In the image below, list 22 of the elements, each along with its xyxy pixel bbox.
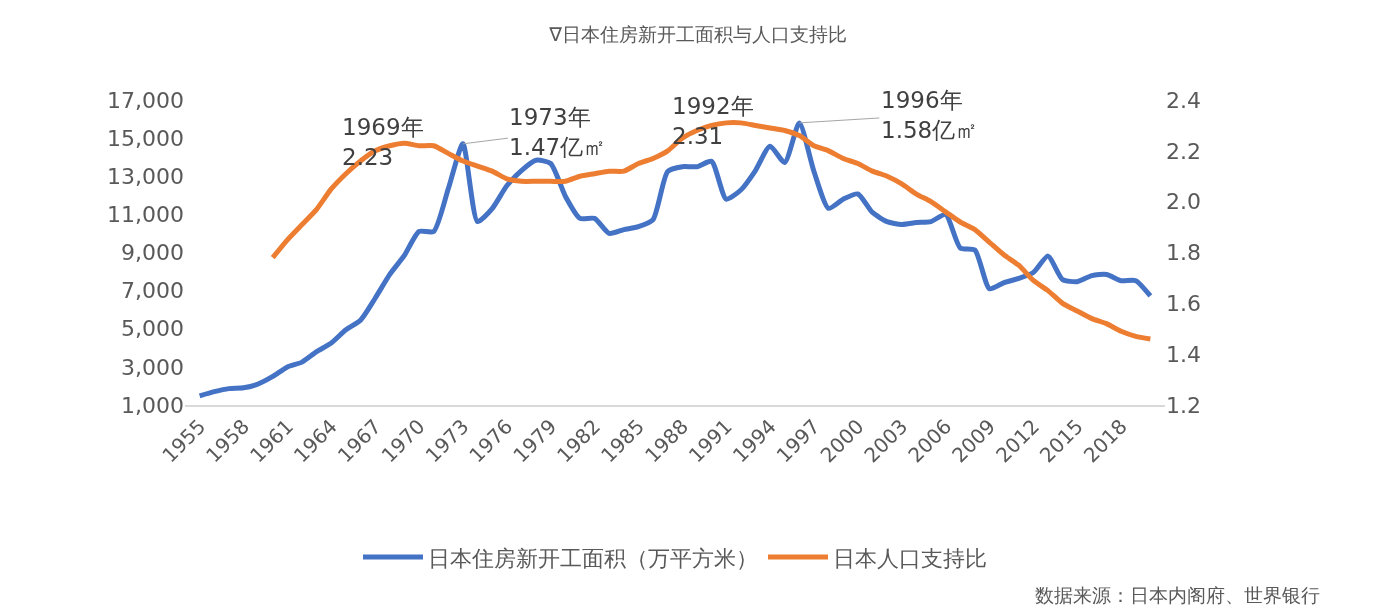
y-tick-label: 13,000 bbox=[107, 163, 184, 189]
y2-tick-label: 2.2 bbox=[1166, 138, 1201, 164]
source-note: 数据来源：日本内阁府、世界银行 bbox=[1035, 584, 1320, 606]
y-tick-label: 15,000 bbox=[107, 125, 184, 151]
y2-tick-label: 1.6 bbox=[1166, 291, 1201, 317]
chart-title: ∇日本住房新开工面积与人口支持比 bbox=[548, 23, 847, 46]
annotation: 1996年 1.58亿㎡ bbox=[881, 87, 979, 143]
y-tick-label: 1,000 bbox=[121, 392, 184, 418]
y2-tick-label: 1.4 bbox=[1166, 341, 1201, 367]
y2-tick-label: 1.2 bbox=[1166, 392, 1201, 418]
y2-tick-label: 2.4 bbox=[1166, 87, 1201, 113]
annotation: 1973年 1.47亿㎡ bbox=[509, 104, 607, 160]
y2-tick-label: 1.8 bbox=[1166, 240, 1201, 266]
y2-tick-label: 2.0 bbox=[1166, 189, 1201, 215]
y-tick-label: 17,000 bbox=[107, 87, 184, 113]
y-tick-label: 7,000 bbox=[121, 278, 184, 304]
y-tick-label: 5,000 bbox=[121, 316, 184, 342]
y-tick-label: 9,000 bbox=[121, 240, 184, 266]
y-tick-label: 3,000 bbox=[121, 354, 184, 380]
y-tick-label: 11,000 bbox=[107, 202, 184, 228]
legend-label: 日本住房新开工面积（万平方米） bbox=[428, 545, 758, 571]
legend-label: 日本人口支持比 bbox=[833, 545, 987, 571]
